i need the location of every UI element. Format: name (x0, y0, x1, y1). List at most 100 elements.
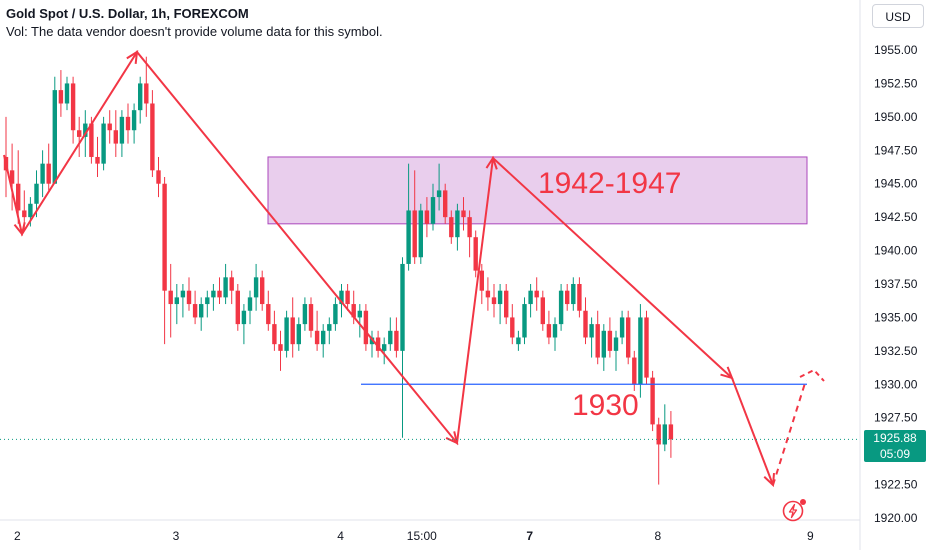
x-tick-label: 9 (807, 529, 814, 543)
candle-body (192, 304, 198, 318)
candle-body (540, 297, 545, 325)
bar-countdown: 05:09 (879, 447, 911, 461)
candle (540, 290, 545, 331)
candle (388, 317, 393, 351)
candle-body (144, 83, 149, 104)
candle-body (601, 330, 606, 358)
candle-body (565, 290, 570, 305)
candle-body (382, 344, 387, 351)
candle-body (16, 183, 21, 211)
candle-body (174, 297, 179, 305)
candle (168, 263, 173, 338)
candle-body (491, 297, 497, 305)
candle-body (321, 330, 326, 345)
candle-body (546, 324, 552, 338)
candle-body (626, 317, 631, 358)
candle (357, 304, 362, 338)
candle (504, 284, 509, 325)
y-tick-label: 1937.50 (874, 277, 918, 291)
candle (345, 284, 350, 311)
candle-body (278, 344, 283, 351)
candle-body (131, 110, 137, 131)
candle (186, 277, 192, 311)
y-tick-label: 1950.00 (874, 110, 918, 124)
candle-body (650, 377, 655, 425)
candle-body (168, 290, 173, 305)
y-tick-label: 1940.00 (874, 244, 918, 258)
arrowhead (763, 472, 776, 488)
candle (565, 284, 570, 311)
candle (363, 304, 369, 351)
candle (644, 310, 649, 385)
supply-zone[interactable]: 1942-1947 (267, 156, 808, 225)
candle (235, 284, 240, 331)
candle (595, 310, 600, 365)
candle (64, 76, 70, 111)
candle-body (64, 83, 70, 104)
candle-body (205, 297, 210, 305)
candle-body (656, 424, 661, 445)
candle-body (40, 163, 45, 184)
candle (284, 310, 289, 358)
candle (650, 370, 655, 432)
candle (546, 310, 552, 345)
candle (272, 310, 277, 351)
candle-body (77, 130, 82, 137)
candle (40, 150, 45, 198)
candle-body (308, 304, 314, 331)
candle (95, 136, 100, 178)
candle (217, 277, 222, 305)
candle-body (180, 290, 186, 298)
candle-body (34, 183, 39, 204)
candle (491, 284, 497, 318)
candle (180, 284, 186, 318)
candle (314, 310, 320, 351)
candle (58, 70, 64, 117)
candle-body (589, 324, 594, 338)
candle (351, 290, 356, 325)
candle (223, 263, 228, 305)
zone-label: 1942-1947 (538, 167, 681, 200)
candle-body (363, 310, 369, 345)
candle-body (638, 317, 643, 385)
candle (369, 330, 375, 358)
candle (583, 297, 588, 345)
candle (138, 76, 143, 124)
candle (107, 110, 112, 144)
candle-body (156, 170, 161, 184)
candle-body (186, 290, 192, 305)
candle (199, 297, 204, 331)
candle (205, 290, 210, 318)
candle (571, 277, 576, 311)
candle-body (95, 156, 100, 164)
zigzag-annotation[interactable] (3, 50, 825, 488)
candle (626, 310, 631, 365)
x-tick-label: 8 (655, 529, 662, 543)
arrowhead (13, 222, 26, 237)
y-tick-label: 1920.00 (874, 511, 918, 525)
candle-body (272, 324, 277, 345)
candle-body (375, 337, 381, 351)
candle-body (58, 90, 64, 104)
y-tick-label: 1932.50 (874, 344, 918, 358)
flash-icon[interactable] (782, 500, 804, 522)
candle-body (430, 197, 436, 224)
currency-button[interactable]: USD (872, 4, 924, 28)
candle-body (613, 337, 619, 351)
candle (607, 317, 613, 358)
x-tick-label: 2 (14, 529, 21, 543)
candle-body (467, 217, 472, 238)
candle-body (504, 290, 509, 318)
candle-body (357, 310, 362, 318)
candle-body (314, 330, 320, 345)
grid (0, 0, 860, 520)
support-level[interactable]: 1930 (361, 383, 807, 422)
symbol-title[interactable]: Gold Spot / U.S. Dollar, 1h, FOREXCOM (6, 6, 249, 21)
candle-body (83, 123, 88, 137)
candle (528, 284, 533, 318)
current-price-tag: 1925.88 05:09 (864, 430, 926, 462)
candle (601, 324, 606, 371)
y-tick-label: 1922.50 (874, 478, 918, 492)
zigzag-line (3, 50, 733, 446)
